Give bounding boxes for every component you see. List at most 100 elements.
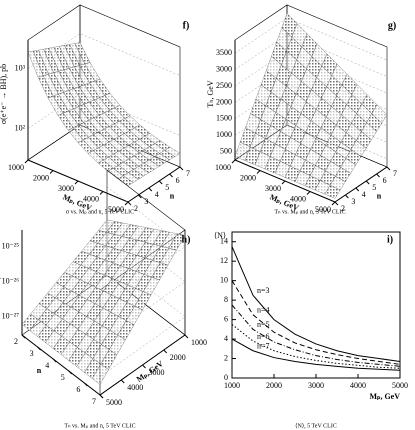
y-tick-label: 2 [341,204,345,213]
y-tick-label: 5 [372,183,376,192]
grid-line [99,186,186,307]
y-tick-label: 2 [134,204,138,213]
y-tick-label: 6 [383,176,387,185]
x-tick [256,170,261,174]
z-tick-label: 10⁻²⁶ [2,277,20,286]
x-tick-label: 1000 [215,163,231,172]
y-axis-title: ⟨N⟩ [214,231,226,240]
y-tick-label: 6 [224,314,228,323]
x-tick-label: 1000 [224,381,240,390]
y-tick [334,201,339,206]
y-tick-label: 6 [176,176,180,185]
y-axis-title: n [377,191,382,200]
y-tick [138,194,142,199]
caption: Tₕ vs. Mₚ and n, 5 TeV CLIC [274,209,345,215]
z-tick-label: 500 [220,147,232,156]
series-line [231,338,401,371]
x-axis-title: Mₚ, GeV [369,392,400,401]
y-axis [334,166,388,203]
z-axis-title: τ, s [0,272,2,282]
x-tick [74,180,79,185]
y-tick [158,180,163,185]
y-tick [386,166,391,171]
x-tick-label: 4000 [127,383,143,392]
z-tick-label: 2000 [216,97,232,106]
y-tick [148,187,153,192]
z-axis-title: Tₕ, GeV [206,80,215,107]
x-tick-label: 1000 [191,338,207,347]
series-line [231,280,401,365]
x-tick-label: 3000 [149,368,165,377]
series-line [231,246,401,362]
z-tick-label: 1000 [216,130,232,139]
series-label: n=3 [257,286,270,295]
y-tick [99,394,104,399]
grid-line [234,67,388,110]
z-tick-label: 3500 [216,48,232,57]
grid-line [234,83,388,127]
x-tick-label: 5000 [315,205,331,214]
y-tick-label: 7 [393,169,397,178]
z-tick-label: 10⁻²⁵ [2,242,20,251]
x-tick [24,159,29,164]
x-tick-label: 5000 [106,398,122,407]
y-tick-label: 14 [220,237,228,246]
surface-cell [21,313,39,331]
x-tick [163,349,168,354]
y-tick-label: 0 [224,373,228,382]
y-tick-label: 5 [61,373,65,382]
y-tick [376,173,380,178]
y-tick-label: 3 [144,197,148,206]
y-tick [84,382,88,387]
z-axis-title: σ(e⁺e⁻ → BH), pb [0,64,8,124]
y-tick [345,194,349,199]
x-tick-label: 3000 [308,381,324,390]
grid-line [234,34,388,77]
y-tick-label: 5 [165,183,169,192]
panel-label: h) [182,234,191,245]
y-tick-label: 7 [186,169,190,178]
series-label: n=7 [257,342,270,351]
y-tick-label: 8 [224,295,228,304]
panel-label: i) [387,234,393,245]
panel-label: f) [183,20,190,31]
y-tick-label: 2 [14,337,18,346]
z-tick-label: 10⁻²⁷ [2,312,20,321]
y-tick-label: 6 [76,385,80,394]
x-tick-label: 5000 [392,381,408,390]
grid-line [234,17,388,61]
y-tick-label: 3 [30,349,34,358]
x-tick-label: 2000 [266,381,282,390]
x-tick-label: 4000 [83,194,99,203]
caption: σ vs. Mₚ and n, 5 TeV CLIC [66,209,134,215]
y-tick-label: 10 [220,275,228,284]
y-tick [365,180,370,185]
x-tick-label: 2000 [170,353,186,362]
y-axis [127,166,181,203]
z-tick-label: 10³ [15,63,26,72]
x-tick [231,159,236,164]
grid-line [234,50,388,94]
x-tick [120,379,125,384]
y-tick [21,334,26,339]
y-tick-label: 4 [45,361,49,370]
series-label: n=4 [257,306,270,315]
y-tick-label: 2 [224,353,228,362]
y-tick-label: 12 [220,256,228,265]
z-tick-label: 10² [15,123,26,132]
grid-line [27,93,181,136]
y-tick-label: 4 [362,190,366,199]
panel-label: g) [388,20,396,31]
y-tick [52,358,57,363]
caption: Tₕ vs. Mₚ and n, 5 TeV CLIC [64,423,135,429]
y-tick [179,166,184,171]
x-tick [306,191,311,195]
x-tick-label: 3000 [265,184,281,193]
x-tick [281,180,286,185]
y-axis-title: n [37,366,42,375]
x-tick-label: 2000 [240,173,256,182]
y-tick [169,173,173,178]
caption: ⟨N⟩, 5 TeV CLIC [295,422,337,429]
z-tick-label: 3000 [216,64,232,73]
